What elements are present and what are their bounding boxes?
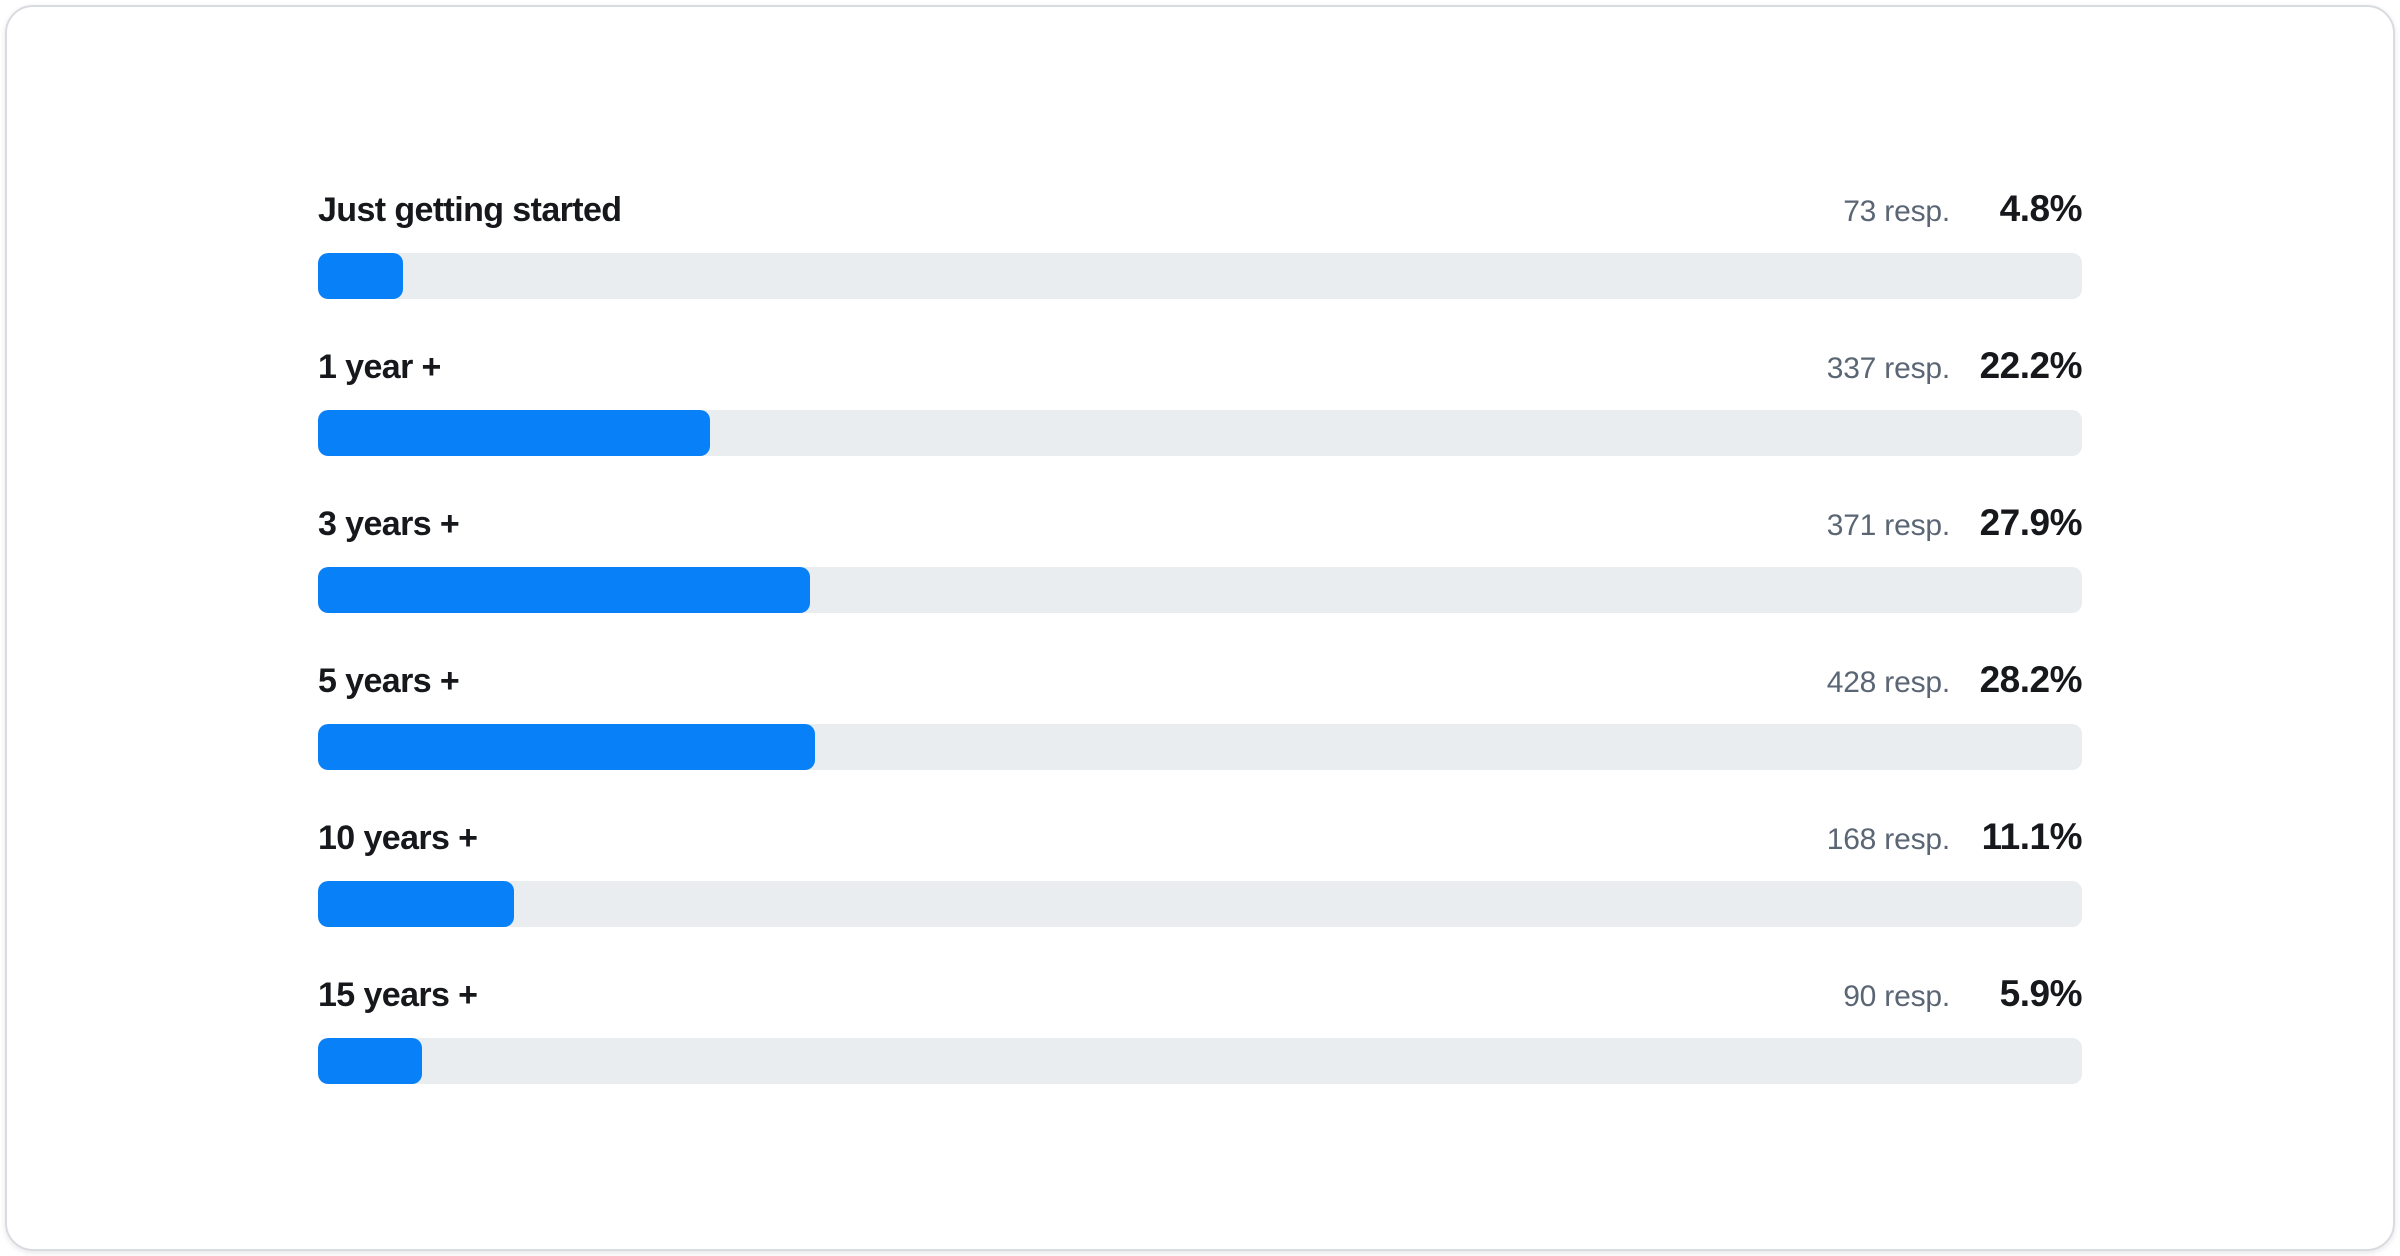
answer-label: 1 year + <box>318 348 441 386</box>
results-card: Just getting started 73 resp. 4.8% 1 yea… <box>5 5 2395 1251</box>
responses-count: 337 resp. <box>1826 352 1950 385</box>
responses-count: 428 resp. <box>1826 666 1950 699</box>
responses-count: 371 resp. <box>1826 509 1950 542</box>
answer-label: 15 years + <box>318 976 478 1014</box>
chart-row: 10 years + 168 resp. 11.1% <box>318 815 2083 927</box>
chart-row: 3 years + 371 resp. 27.9% <box>318 501 2083 613</box>
bar-track <box>318 567 2082 613</box>
responses-count: 168 resp. <box>1826 823 1950 856</box>
responses-count: 73 resp. <box>1843 195 1950 228</box>
bar-track <box>318 410 2082 456</box>
chart-row-header: 5 years + 428 resp. 28.2% <box>318 658 2083 702</box>
chart-row: 15 years + 90 resp. 5.9% <box>318 972 2083 1084</box>
bar-fill <box>318 410 710 456</box>
bar-fill <box>318 881 514 927</box>
answer-label: 10 years + <box>318 819 478 857</box>
responses-count: 90 resp. <box>1843 980 1950 1013</box>
chart-row-header: 15 years + 90 resp. 5.9% <box>318 972 2083 1016</box>
answer-label: 3 years + <box>318 505 460 543</box>
bar-track <box>318 1038 2082 1084</box>
percentage-value: 4.8% <box>1999 188 2083 229</box>
bar-track <box>318 724 2082 770</box>
chart-row-header: 3 years + 371 resp. 27.9% <box>318 501 2083 545</box>
bar-fill <box>318 567 811 613</box>
bar-fill <box>318 253 403 299</box>
bar-track <box>318 881 2082 927</box>
percentage-value: 5.9% <box>1999 973 2083 1014</box>
bar-fill <box>318 1038 423 1084</box>
chart-row-header: 10 years + 168 resp. 11.1% <box>318 815 2083 859</box>
chart-row: 5 years + 428 resp. 28.2% <box>318 658 2083 770</box>
percentage-value: 11.1% <box>1981 816 2083 857</box>
chart-row: Just getting started 73 resp. 4.8% <box>318 187 2083 299</box>
answer-label: Just getting started <box>318 191 622 229</box>
percentage-value: 28.2% <box>1979 659 2083 700</box>
survey-results-chart: Just getting started 73 resp. 4.8% 1 yea… <box>318 7 2083 1084</box>
chart-row: 1 year + 337 resp. 22.2% <box>318 344 2083 456</box>
answer-label: 5 years + <box>318 662 460 700</box>
percentage-value: 27.9% <box>1979 502 2083 543</box>
bar-fill <box>318 724 816 770</box>
percentage-value: 22.2% <box>1979 345 2083 386</box>
chart-row-header: Just getting started 73 resp. 4.8% <box>318 187 2083 231</box>
bar-track <box>318 253 2082 299</box>
chart-row-header: 1 year + 337 resp. 22.2% <box>318 344 2083 388</box>
